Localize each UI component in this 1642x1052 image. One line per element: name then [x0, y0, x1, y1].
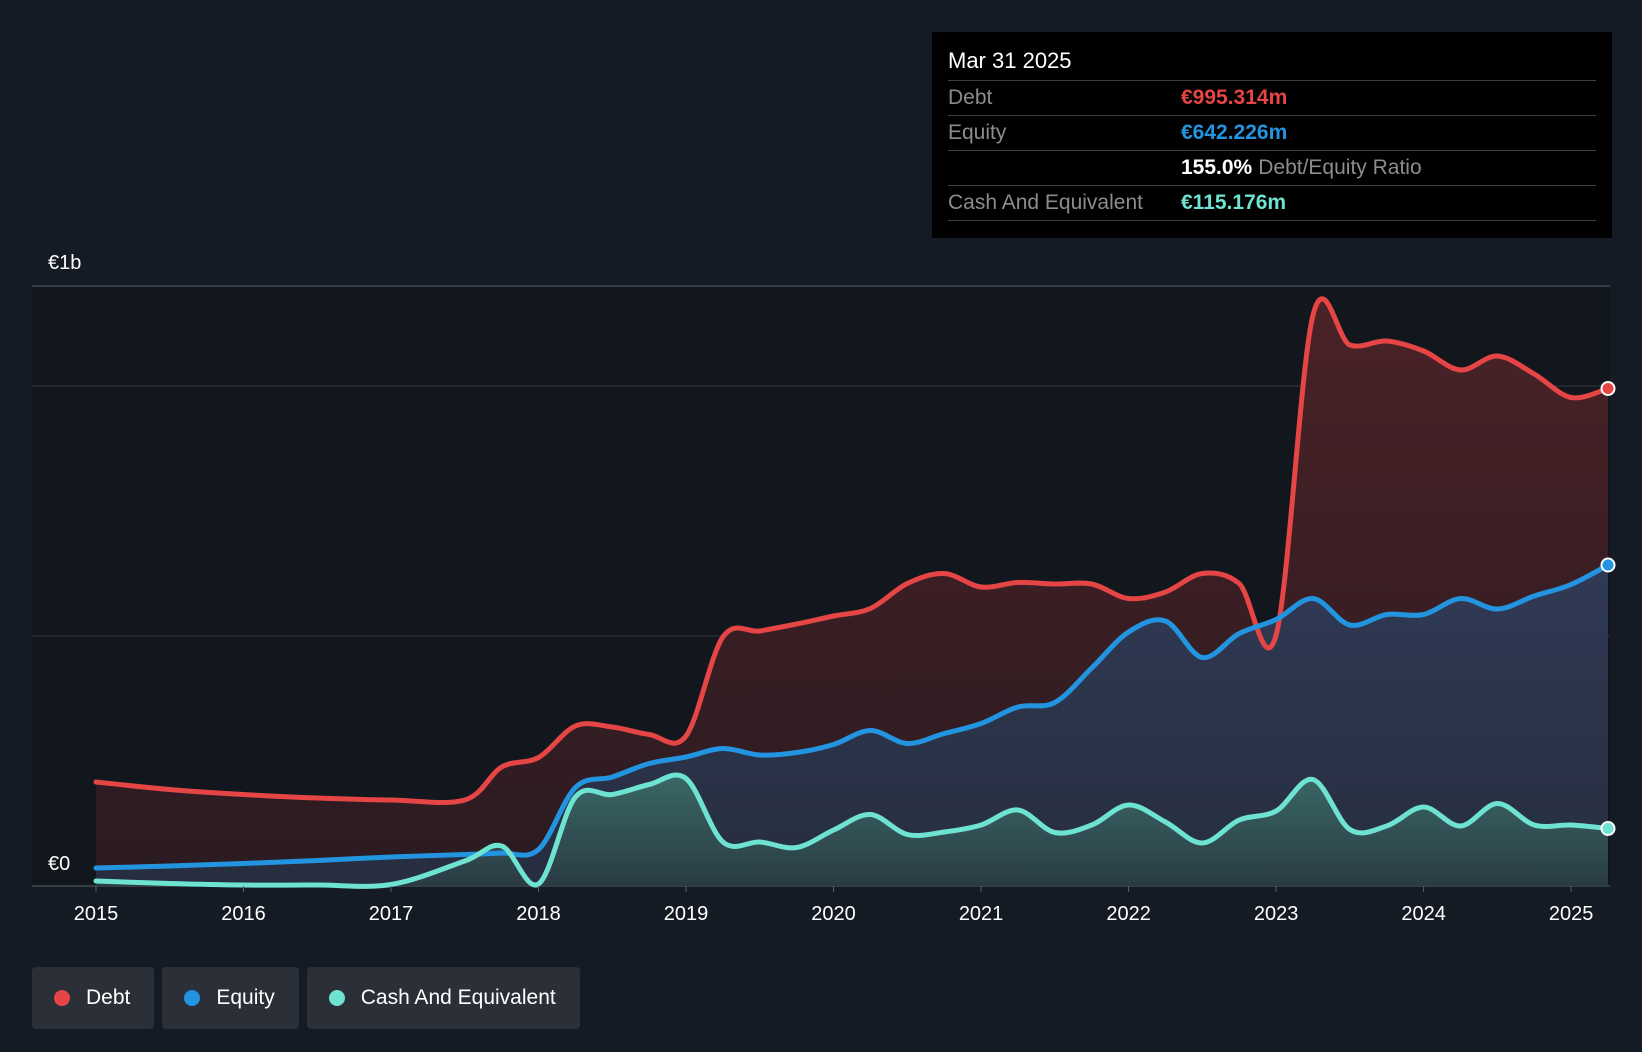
cash-line [93, 772, 1611, 889]
x-tick-label-2021: 2021 [959, 903, 1004, 925]
x-tick-label-2019: 2019 [664, 903, 709, 925]
tooltip-cash-label: Cash And Equivalent [948, 191, 1143, 214]
debt-end-marker [1600, 381, 1616, 396]
series-end-markers [1600, 381, 1616, 836]
x-tick-label-2025: 2025 [1549, 903, 1594, 925]
legend-debt-label: Debt [86, 986, 131, 1009]
cash-end-marker [1600, 821, 1616, 836]
legend-item-equity[interactable]: Equity [162, 967, 299, 1029]
x-tick-label-2018: 2018 [516, 903, 561, 925]
legend-cash-label: Cash And Equivalent [360, 986, 556, 1009]
tooltip-row-cash: Cash And Equivalent €115.176m [948, 186, 1596, 221]
tooltip-row-debt: Debt €995.314m [948, 81, 1596, 116]
tooltip-date: Mar 31 2025 [948, 46, 1596, 81]
equity-line [93, 562, 1611, 871]
tooltip-ratio-value: 155.0% [1181, 156, 1253, 179]
series-lines [93, 296, 1611, 889]
legend-equity-label: Equity [216, 986, 275, 1009]
y-tick-label-bottom: €0 [48, 853, 70, 875]
x-tick-label-2015: 2015 [74, 903, 119, 925]
equity-dot-icon [184, 990, 201, 1006]
equity-area [96, 565, 1608, 886]
x-tick-label-2017: 2017 [369, 903, 414, 925]
debt-line [93, 296, 1611, 806]
debt-dot-icon [54, 990, 70, 1006]
tooltip-row-equity: Equity €642.226m [948, 116, 1596, 151]
equity-end-marker [1600, 557, 1616, 573]
tooltip-debt-label: Debt [948, 86, 993, 109]
tooltip-equity-value: €642.226m [1181, 121, 1288, 144]
tooltip-panel: Mar 31 2025 Debt €995.314m Equity €642.2… [932, 32, 1612, 238]
x-axis-ticks: 2015 2016 2017 2018 2019 2020 2021 2022 2023 2024… [74, 886, 1594, 925]
x-tick-label-2024: 2024 [1401, 903, 1446, 925]
legend-item-cash[interactable]: Cash And Equivalent [306, 967, 580, 1029]
legend-item-debt[interactable]: Debt [32, 967, 155, 1029]
x-tick-label-2020: 2020 [811, 903, 856, 925]
tooltip-debt-value: €995.314m [1181, 86, 1288, 109]
tooltip-equity-label: Equity [948, 121, 1007, 144]
tooltip-cash-value: €115.176m [1181, 191, 1287, 214]
tooltip-row-ratio: 155.0% Debt/Equity Ratio [948, 151, 1596, 186]
tooltip-ratio-label: Debt/Equity Ratio [1258, 156, 1422, 179]
cash-dot-icon [328, 990, 345, 1006]
x-tick-label-2016: 2016 [221, 903, 266, 925]
legend: Debt Equity Cash And Equivalent [32, 967, 580, 1029]
x-tick-label-2022: 2022 [1106, 903, 1151, 925]
y-tick-label-top: €1b [48, 252, 81, 274]
x-tick-label-2023: 2023 [1254, 903, 1299, 925]
